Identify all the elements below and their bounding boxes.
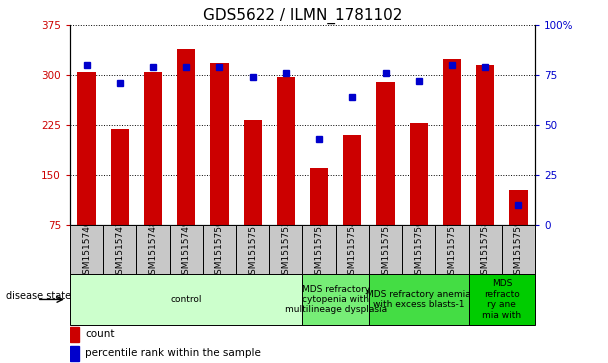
Bar — [476, 65, 494, 225]
Bar — [70, 225, 103, 274]
Text: GSM1515747: GSM1515747 — [116, 219, 124, 280]
Bar — [402, 225, 435, 274]
Text: control: control — [170, 295, 202, 304]
Bar — [410, 123, 428, 225]
Text: GSM1515754: GSM1515754 — [348, 219, 357, 280]
Bar — [244, 120, 262, 225]
Bar — [310, 168, 328, 225]
Text: MDS refractory anemia
with excess blasts-1: MDS refractory anemia with excess blasts… — [367, 290, 471, 309]
Bar — [111, 129, 129, 225]
Text: GSM1515755: GSM1515755 — [381, 219, 390, 280]
Bar — [170, 225, 203, 274]
Bar — [236, 225, 269, 274]
Bar — [269, 225, 302, 274]
Title: GDS5622 / ILMN_1781102: GDS5622 / ILMN_1781102 — [203, 8, 402, 24]
Bar — [136, 225, 170, 274]
Bar — [70, 346, 79, 361]
Bar — [443, 59, 461, 225]
Text: GSM1515751: GSM1515751 — [248, 219, 257, 280]
Bar — [302, 225, 336, 274]
Bar — [210, 63, 229, 225]
Bar — [376, 82, 395, 225]
Text: disease state: disease state — [6, 291, 71, 301]
Bar — [469, 225, 502, 274]
Bar — [369, 225, 402, 274]
Text: GSM1515758: GSM1515758 — [481, 219, 489, 280]
Bar — [469, 274, 535, 325]
Text: GSM1515756: GSM1515756 — [414, 219, 423, 280]
Bar — [70, 274, 302, 325]
Bar — [177, 49, 195, 225]
Bar — [144, 72, 162, 225]
Text: GSM1515748: GSM1515748 — [148, 219, 157, 280]
Bar — [77, 72, 95, 225]
Bar — [510, 190, 528, 225]
Bar — [502, 225, 535, 274]
Bar — [435, 225, 469, 274]
Bar — [369, 274, 469, 325]
Bar — [277, 77, 295, 225]
Text: GSM1515759: GSM1515759 — [514, 219, 523, 280]
Bar — [103, 225, 136, 274]
Bar — [70, 327, 79, 342]
Text: count: count — [85, 329, 115, 339]
Text: GSM1515746: GSM1515746 — [82, 219, 91, 280]
Bar — [336, 225, 369, 274]
Bar — [343, 135, 361, 225]
Text: percentile rank within the sample: percentile rank within the sample — [85, 348, 261, 359]
Text: GSM1515750: GSM1515750 — [215, 219, 224, 280]
Text: GSM1515752: GSM1515752 — [282, 219, 291, 280]
Text: MDS refractory
cytopenia with
multilineage dysplasia: MDS refractory cytopenia with multilinea… — [285, 285, 387, 314]
Bar — [302, 274, 369, 325]
Text: GSM1515753: GSM1515753 — [314, 219, 323, 280]
Text: GSM1515749: GSM1515749 — [182, 219, 191, 280]
Text: GSM1515757: GSM1515757 — [447, 219, 457, 280]
Bar — [203, 225, 236, 274]
Text: MDS
refracto
ry ane
mia with: MDS refracto ry ane mia with — [482, 280, 522, 319]
